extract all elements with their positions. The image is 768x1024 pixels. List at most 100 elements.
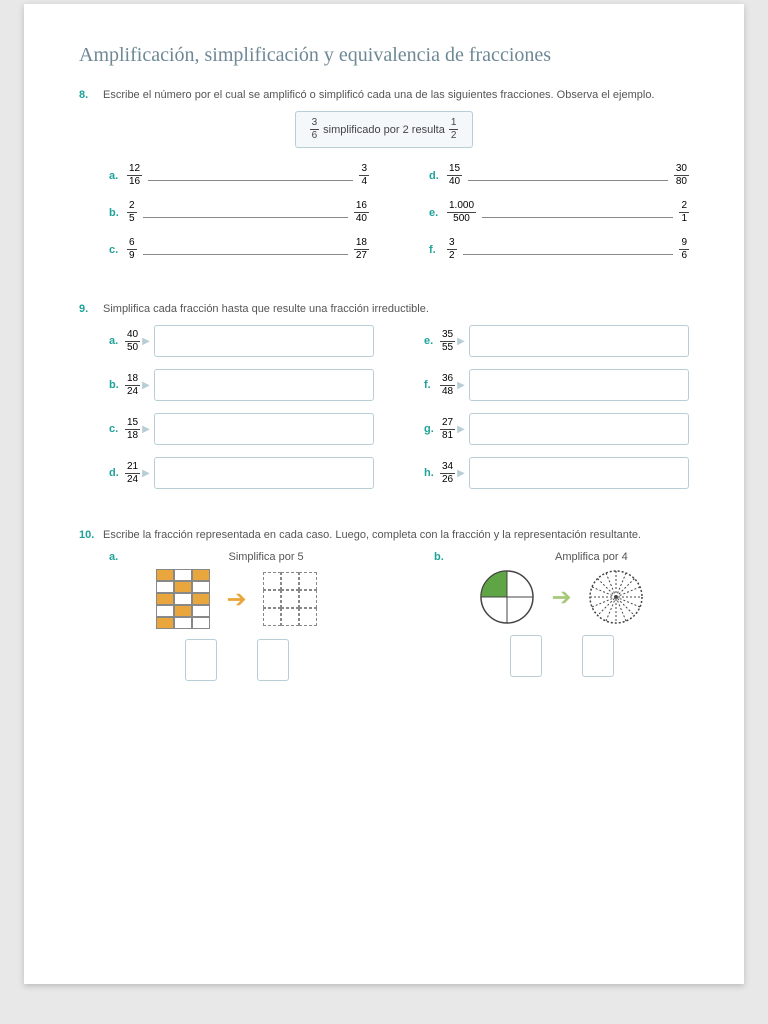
item-label: a. bbox=[109, 170, 127, 182]
q10b-answer-boxes bbox=[434, 635, 689, 677]
item-label: b. bbox=[109, 207, 127, 219]
q8-item: c.69 1827 bbox=[109, 238, 369, 261]
item-label: d. bbox=[109, 467, 125, 479]
arrow-right-icon: ➔ bbox=[226, 585, 246, 614]
answer-box[interactable] bbox=[185, 639, 217, 681]
arrow-right-icon: ➔ bbox=[551, 583, 571, 612]
q9-item: c.1518▶ bbox=[109, 413, 374, 445]
fraction: 32 bbox=[447, 238, 457, 261]
fraction: 1.000500 bbox=[447, 201, 476, 224]
item-label: h. bbox=[424, 467, 440, 479]
triangle-right-icon: ▶ bbox=[142, 380, 150, 391]
fraction: 3648 bbox=[440, 374, 455, 397]
fraction: 2124 bbox=[125, 462, 140, 485]
q8-item: b.25 1640 bbox=[109, 201, 369, 224]
q10a-shapes: ➔ bbox=[109, 569, 364, 629]
item-label: a. bbox=[109, 335, 125, 347]
q9-item: f.3648▶ bbox=[424, 369, 689, 401]
q9-number: 9. bbox=[79, 303, 103, 315]
q9-item: b.1824▶ bbox=[109, 369, 374, 401]
fraction: 25 bbox=[127, 201, 137, 224]
fraction: 3555 bbox=[440, 330, 455, 353]
item-label: c. bbox=[109, 423, 125, 435]
example-text: simplificado por 2 resulta bbox=[323, 124, 445, 136]
q9-text: Simplifica cada fracción hasta que resul… bbox=[103, 303, 689, 315]
fraction: 2781 bbox=[440, 418, 455, 441]
q10b-shapes: ➔ bbox=[434, 569, 689, 625]
item-label: g. bbox=[424, 423, 440, 435]
answer-line[interactable] bbox=[468, 171, 668, 181]
answer-line[interactable] bbox=[148, 171, 353, 181]
triangle-right-icon: ▶ bbox=[457, 424, 465, 435]
triangle-right-icon: ▶ bbox=[457, 380, 465, 391]
q8-text: Escribe el número por el cual se amplifi… bbox=[103, 89, 689, 101]
answer-box[interactable] bbox=[582, 635, 614, 677]
q10-number: 10. bbox=[79, 529, 103, 541]
q9-item: g.2781▶ bbox=[424, 413, 689, 445]
pie-quarter-icon bbox=[479, 569, 535, 625]
page-title: Amplificación, simplificación y equivale… bbox=[79, 44, 689, 67]
q10a-answer-boxes bbox=[109, 639, 364, 681]
fraction: 1540 bbox=[447, 164, 462, 187]
q10-row: a. Simplifica por 5 ➔ bbox=[79, 551, 689, 681]
item-label: e. bbox=[424, 335, 440, 347]
answer-box[interactable] bbox=[469, 369, 689, 401]
answer-line[interactable] bbox=[482, 208, 673, 218]
fraction: 4050 bbox=[125, 330, 140, 353]
q8-example-box: 36 simplificado por 2 resulta 12 bbox=[295, 111, 474, 148]
q8-columns: a.121634 b.25 1640 c.69 1827 d.1540 3080 e.1.0… bbox=[79, 164, 689, 275]
answer-box[interactable] bbox=[510, 635, 542, 677]
question-10: 10. Escribe la fracción representada en … bbox=[79, 529, 689, 541]
q9-item: a.4050▶ bbox=[109, 325, 374, 357]
answer-box[interactable] bbox=[154, 413, 374, 445]
answer-box[interactable] bbox=[154, 325, 374, 357]
fraction: 1518 bbox=[125, 418, 140, 441]
pie-sectors-icon bbox=[588, 569, 644, 625]
item-label: b. bbox=[109, 379, 125, 391]
fraction: 1216 bbox=[127, 164, 142, 187]
worksheet-page: Amplificación, simplificación y equivale… bbox=[24, 4, 744, 984]
answer-line[interactable] bbox=[143, 245, 348, 255]
triangle-right-icon: ▶ bbox=[457, 336, 465, 347]
q10a-label: a. bbox=[109, 551, 118, 563]
answer-line[interactable] bbox=[463, 245, 674, 255]
triangle-right-icon: ▶ bbox=[142, 336, 150, 347]
q10a-caption: Simplifica por 5 bbox=[168, 551, 364, 563]
answer-box[interactable] bbox=[469, 325, 689, 357]
question-9: 9. Simplifica cada fracción hasta que re… bbox=[79, 303, 689, 315]
question-8: 8. Escribe el número por el cual se ampl… bbox=[79, 89, 689, 101]
q9-item: e.3555▶ bbox=[424, 325, 689, 357]
q10b-caption: Amplifica por 4 bbox=[494, 551, 689, 563]
answer-line[interactable] bbox=[143, 208, 348, 218]
triangle-right-icon: ▶ bbox=[142, 424, 150, 435]
q10-text: Escribe la fracción representada en cada… bbox=[103, 529, 689, 541]
triangle-right-icon: ▶ bbox=[142, 468, 150, 479]
answer-box[interactable] bbox=[469, 457, 689, 489]
fraction: 1640 bbox=[354, 201, 369, 224]
item-label: c. bbox=[109, 244, 127, 256]
fraction: 1824 bbox=[125, 374, 140, 397]
answer-box[interactable] bbox=[154, 457, 374, 489]
fraction: 3426 bbox=[440, 462, 455, 485]
q8-item: f.3296 bbox=[429, 238, 689, 261]
q9-item: d.2124▶ bbox=[109, 457, 374, 489]
item-label: f. bbox=[424, 379, 440, 391]
q10-part-b: b. Amplifica por 4 ➔ bbox=[434, 551, 689, 681]
example-fraction-2: 12 bbox=[449, 118, 459, 141]
answer-box[interactable] bbox=[154, 369, 374, 401]
item-label: d. bbox=[429, 170, 447, 182]
fraction: 21 bbox=[679, 201, 689, 224]
answer-box[interactable] bbox=[257, 639, 289, 681]
item-label: f. bbox=[429, 244, 447, 256]
example-fraction-1: 36 bbox=[310, 118, 320, 141]
grid-filled-icon bbox=[156, 569, 210, 629]
fraction: 1827 bbox=[354, 238, 369, 261]
q10b-label: b. bbox=[434, 551, 444, 563]
q9-item: h.3426▶ bbox=[424, 457, 689, 489]
q10-part-a: a. Simplifica por 5 ➔ bbox=[109, 551, 364, 681]
q8-item: a.121634 bbox=[109, 164, 369, 187]
fraction: 69 bbox=[127, 238, 137, 261]
fraction: 3080 bbox=[674, 164, 689, 187]
answer-box[interactable] bbox=[469, 413, 689, 445]
item-label: e. bbox=[429, 207, 447, 219]
